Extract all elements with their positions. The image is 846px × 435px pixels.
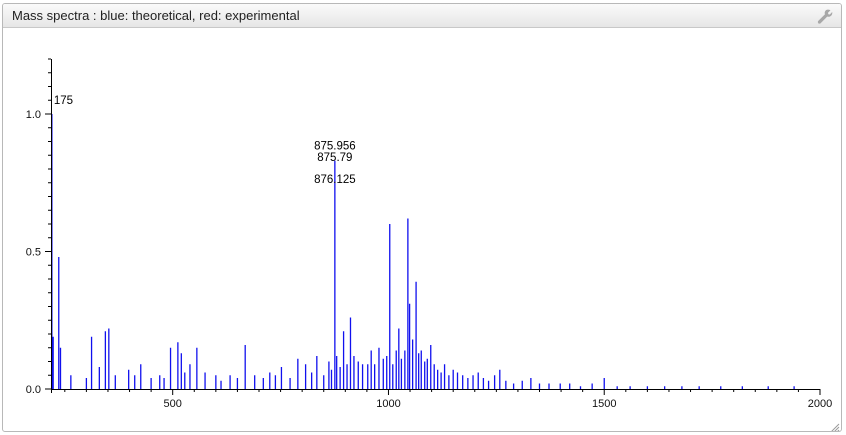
x-tick-label: 500 bbox=[164, 398, 182, 410]
panel-header: Mass spectra : blue: theoretical, red: e… bbox=[3, 4, 841, 28]
spectrum-peaks bbox=[51, 114, 795, 389]
mass-spectrum-chart: 500 1000 1500 2000 0.0 0.5 1.0 175 875.956875.7… bbox=[26, 58, 832, 410]
peak-label: 175 bbox=[54, 95, 73, 107]
resize-grip-icon[interactable] bbox=[830, 420, 840, 431]
x-tick-label: 1500 bbox=[592, 398, 616, 410]
peak-label: 875.956 bbox=[314, 140, 356, 152]
peak-label: 876.125 bbox=[314, 174, 356, 186]
x-tick-label: 2000 bbox=[808, 398, 832, 410]
y-tick-label: 0.5 bbox=[26, 247, 41, 259]
chart-axes: 500 1000 1500 2000 0.0 0.5 1.0 bbox=[26, 58, 832, 410]
y-tick-label: 0.0 bbox=[26, 384, 41, 396]
x-tick-label: 1000 bbox=[376, 398, 400, 410]
panel-title: Mass spectra : blue: theoretical, red: e… bbox=[12, 8, 300, 23]
peak-label: 875.79 bbox=[317, 152, 352, 164]
y-tick-label: 1.0 bbox=[26, 109, 41, 121]
mass-spectra-panel: Mass spectra : blue: theoretical, red: e… bbox=[2, 3, 842, 432]
wrench-icon[interactable] bbox=[817, 8, 833, 24]
